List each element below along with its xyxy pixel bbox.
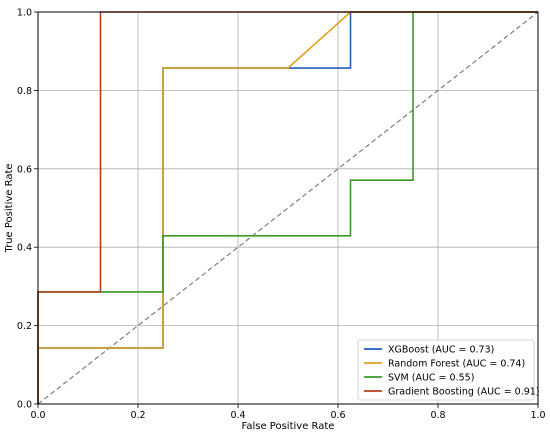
ticks: 0.0 0.2 0.4 0.6 0.8 1.0 0.0 0.2 0.4 0.6 0.8 1.0: [17, 8, 546, 422]
y-tick-label: 0.6: [17, 164, 32, 175]
y-tick-label: 0.2: [17, 321, 32, 332]
x-axis-label: False Positive Rate: [242, 421, 335, 432]
legend: XGBoost (AUC = 0.73) Random Forest (AUC =…: [357, 339, 540, 401]
x-tick-label: 1.0: [530, 410, 545, 421]
legend-entry: XGBoost (AUC = 0.73): [388, 345, 494, 356]
y-tick-label: 0.0: [17, 400, 32, 411]
y-tick-label: 1.0: [17, 8, 32, 19]
diagonal-reference: [37, 11, 539, 405]
x-tick-label: 0.6: [330, 410, 345, 421]
legend-entry: Random Forest (AUC = 0.74): [388, 359, 525, 370]
x-tick-label: 0.8: [430, 410, 445, 421]
diagonal-line: [37, 11, 539, 405]
legend-entry: SVM (AUC = 0.55): [388, 373, 474, 384]
x-tick-label: 0.0: [30, 410, 45, 421]
legend-box: [357, 339, 535, 401]
plot-area: [37, 11, 539, 405]
legend-entry: Gradient Boosting (AUC = 0.91): [388, 387, 540, 398]
y-tick-label: 0.8: [17, 86, 32, 97]
x-tick-label: 0.2: [130, 410, 145, 421]
y-axis-label: True Positive Rate: [4, 163, 15, 253]
y-tick-label: 0.4: [17, 243, 32, 254]
x-tick-label: 0.4: [230, 410, 245, 421]
